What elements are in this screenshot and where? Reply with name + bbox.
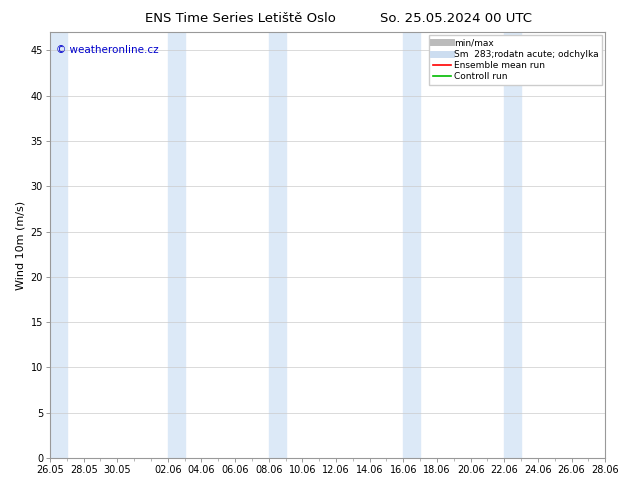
Bar [269,32,285,458]
Legend: min/max, Sm  283;rodatn acute; odchylka, Ensemble mean run, Controll run: min/max, Sm 283;rodatn acute; odchylka, … [429,35,602,85]
Text: So. 25.05.2024 00 UTC: So. 25.05.2024 00 UTC [380,12,533,25]
Y-axis label: Wind 10m (m/s): Wind 10m (m/s) [15,200,25,290]
Text: © weatheronline.cz: © weatheronline.cz [56,45,158,55]
Bar [50,32,67,458]
Text: ENS Time Series Letiště Oslo: ENS Time Series Letiště Oslo [145,12,337,25]
Bar [504,32,521,458]
Bar [403,32,420,458]
Bar [168,32,184,458]
